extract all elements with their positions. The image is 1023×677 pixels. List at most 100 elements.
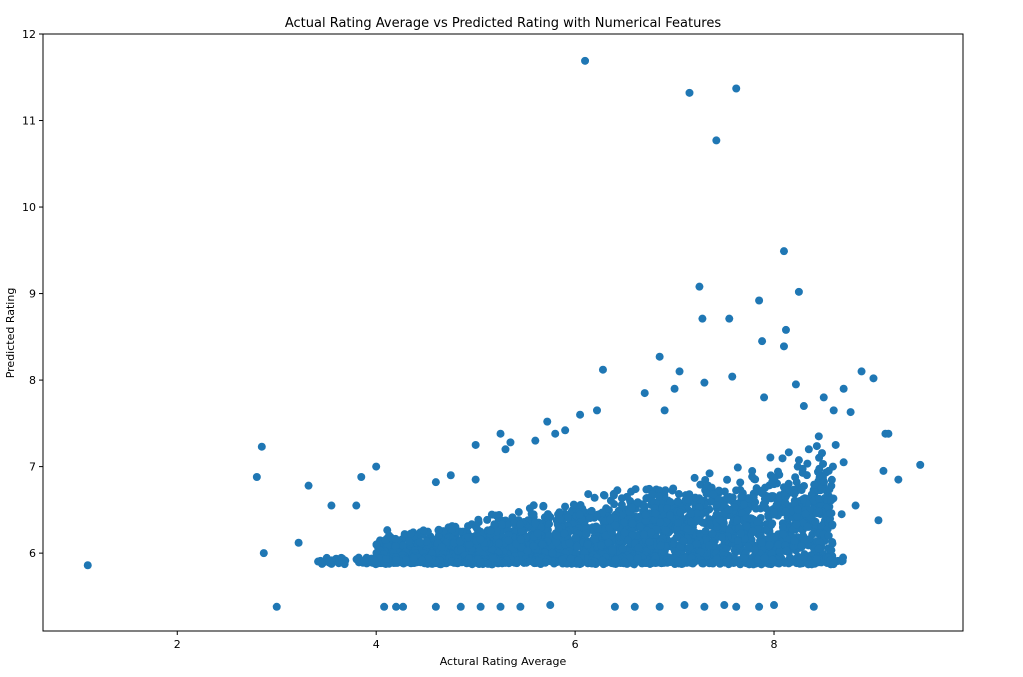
- cloud-point: [661, 486, 670, 495]
- data-point: [327, 501, 336, 510]
- floor-point: [729, 558, 738, 567]
- cloud-point: [529, 542, 538, 551]
- data-point: [760, 393, 769, 402]
- floor-point: [657, 559, 666, 568]
- data-point: [809, 602, 818, 611]
- cloud-point: [817, 521, 826, 530]
- cloud-point: [775, 493, 784, 502]
- data-point: [304, 481, 313, 490]
- data-point: [837, 510, 846, 519]
- cloud-point: [815, 464, 824, 473]
- cloud-point: [391, 542, 400, 551]
- cloud-point: [693, 509, 702, 518]
- data-point: [357, 472, 366, 481]
- data-point: [471, 475, 480, 484]
- cloud-point: [419, 526, 428, 535]
- data-point: [576, 410, 585, 419]
- data-point: [392, 602, 401, 611]
- floor-point: [673, 557, 682, 566]
- ticks-layer: 2 4 6 8 6 7 8 9 10 11 12: [22, 28, 778, 651]
- y-tick-label: 9: [29, 288, 36, 301]
- cloud-point: [742, 513, 751, 522]
- floor-point: [489, 554, 498, 563]
- floor-point: [620, 557, 629, 566]
- cloud-point: [651, 509, 660, 518]
- cloud-point: [552, 538, 561, 547]
- floor-point: [462, 559, 471, 568]
- data-point: [551, 429, 560, 438]
- cloud-point: [705, 520, 714, 529]
- cloud-point: [673, 518, 682, 527]
- floor-point: [401, 556, 410, 565]
- cloud-point: [611, 521, 620, 530]
- cloud-point: [736, 529, 745, 538]
- cloud-point: [779, 530, 788, 539]
- floor-point: [839, 553, 848, 562]
- cloud-point: [497, 520, 506, 529]
- cloud-point: [563, 513, 572, 522]
- cloud-point: [815, 494, 824, 503]
- data-point: [259, 549, 268, 558]
- cloud-point: [645, 538, 654, 547]
- data-point: [471, 440, 480, 449]
- cloud-point: [724, 506, 733, 515]
- cloud-point: [709, 490, 718, 499]
- cloud-point: [751, 504, 760, 513]
- cloud-point: [714, 486, 723, 495]
- cloud-point: [736, 478, 745, 487]
- cloud-point: [586, 514, 595, 523]
- cloud-point: [827, 475, 836, 484]
- cloud-point: [759, 500, 768, 509]
- cloud-point: [798, 495, 807, 504]
- floor-point: [680, 554, 689, 563]
- cloud-point: [685, 543, 694, 552]
- data-point: [680, 601, 689, 610]
- data-point: [501, 445, 510, 454]
- data-point: [592, 406, 601, 415]
- cloud-point: [648, 490, 657, 499]
- floor-point: [633, 554, 642, 563]
- data-point: [720, 601, 729, 610]
- floor-point: [768, 555, 777, 564]
- cloud-point: [758, 486, 767, 495]
- cloud-point: [769, 508, 778, 517]
- cloud-point: [818, 449, 827, 458]
- cloud-point: [781, 507, 790, 516]
- cloud-point: [545, 520, 554, 529]
- cloud-point: [608, 546, 617, 555]
- cloud-point: [492, 527, 501, 536]
- floor-point: [587, 559, 596, 568]
- floor-point: [666, 557, 675, 566]
- data-point: [675, 367, 684, 376]
- cloud-point: [690, 473, 699, 482]
- floor-point: [476, 558, 485, 567]
- cloud-point: [686, 509, 695, 518]
- cloud-point: [539, 502, 548, 511]
- cloud-point: [737, 492, 746, 501]
- cloud-point: [770, 473, 779, 482]
- cloud-point: [793, 505, 802, 514]
- cloud-point: [827, 496, 836, 505]
- floor-point: [534, 556, 543, 565]
- cloud-point: [684, 495, 693, 504]
- x-tick-label: 4: [373, 638, 380, 651]
- cloud-point: [514, 508, 523, 517]
- cloud-point: [490, 520, 499, 529]
- floor-point: [453, 558, 462, 567]
- floor-point: [409, 554, 418, 563]
- cloud-point: [775, 547, 784, 556]
- data-point: [791, 380, 800, 389]
- cloud-point: [400, 530, 409, 539]
- floor-point: [324, 557, 333, 566]
- data-point: [431, 602, 440, 611]
- cloud-point: [538, 540, 547, 549]
- cloud-point: [523, 546, 532, 555]
- cloud-point: [590, 493, 599, 502]
- cloud-point: [699, 518, 708, 527]
- cloud-point: [723, 475, 732, 484]
- cloud-point: [708, 529, 717, 538]
- cloud-point: [702, 489, 711, 498]
- floor-point: [795, 559, 804, 568]
- cloud-point: [701, 526, 710, 535]
- cloud-point: [792, 512, 801, 521]
